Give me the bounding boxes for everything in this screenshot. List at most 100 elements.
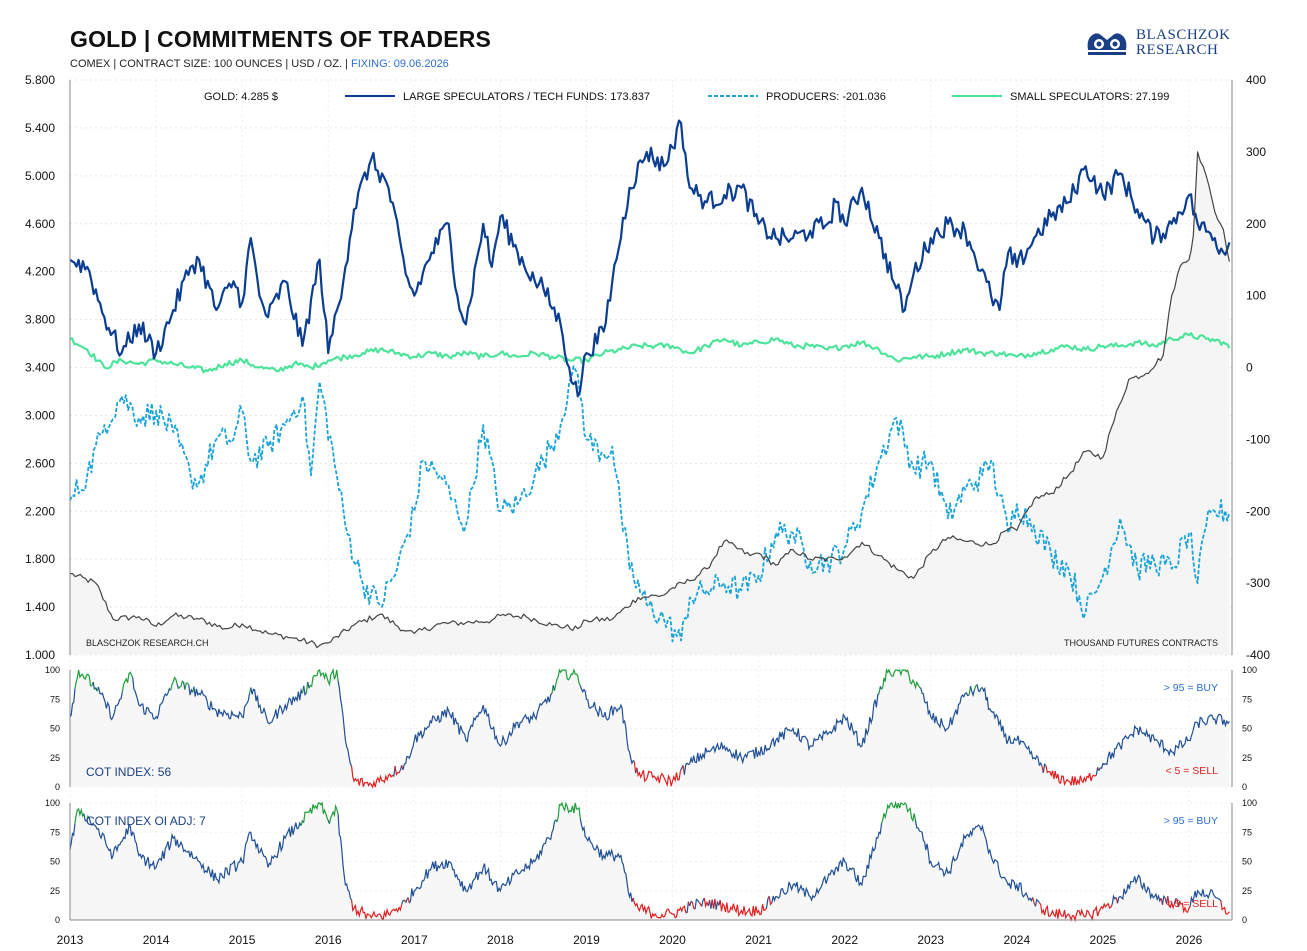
cot-index-oi-adj-line [1111,894,1117,905]
y-right-tick-label: -300 [1246,576,1270,590]
cot-index-line-buy-zone [553,667,581,691]
cot-index-oi-adj-line [1189,888,1222,907]
cot-index-oi-adj-line [579,818,634,902]
x-tick-label: 2019 [573,933,600,947]
cot-index-line-buy-zone [74,669,94,690]
cot-index-oi-adj-line-sell-zone [698,901,703,907]
cot-index-line-buy-zone [170,676,178,691]
cot-index-oi-adj-line-buy-zone [881,800,917,824]
cot-index-line [92,681,96,690]
units-annotation: THOUSAND FUTURES CONTRACTS [1064,638,1218,648]
cot-index-oi-adj-line [1034,898,1040,907]
y-right-tick-label: 200 [1246,217,1266,231]
cot-area [70,670,1230,787]
cot-y-tick-label: 25 [50,886,60,896]
cot-index-oi-adj-line [337,813,353,901]
producers-line [69,365,1231,643]
x-tick-label: 2024 [1003,933,1030,947]
source-annotation: BLASCHZOK RESEARCH.CH [86,638,209,648]
cot-index-label: COT INDEX OI ADJ: 7 [86,814,206,828]
y-right-tick-label: 0 [1246,361,1253,375]
cot-index-line [193,686,251,720]
buy-threshold-label: > 95 = BUY [1164,815,1218,827]
y-left-tick-label: 1.800 [25,552,55,566]
cot-y-tick-label: 75 [50,827,60,837]
fixing-date: FIXING: 09.06.2026 [350,58,449,70]
legend-item: PRODUCERS: -201.036 [708,91,886,103]
axes: 5.800 5.400 5.000 4.600 4.200 3.800 3.400 3.000… [25,73,1270,947]
cot-y-tick-label-right: 0 [1242,915,1247,925]
chart-title: GOLD | COMMITMENTS OF TRADERS [70,26,492,52]
gold-line [69,151,1230,649]
cot-index-line [176,684,180,689]
y-left-tick-label: 1.400 [25,600,55,614]
cot-index-line-buy-zone [878,686,881,694]
cot-y-tick-label: 0 [55,915,60,925]
cot-y-tick-label: 75 [50,694,60,704]
legend-item: LARGE SPECULATORS / TECH FUNDS: 173.837 [345,91,650,103]
cot-index-oi-adj-line-sell-zone [703,897,709,909]
cot-y-tick-label-right: 75 [1242,694,1252,704]
cot-area [70,803,1230,920]
cot-index-oi-adj-line [686,901,689,913]
cot-y-tick-label-right: 50 [1242,724,1252,734]
x-tick-label: 2021 [745,933,772,947]
cot-y-tick-label-right: 50 [1242,857,1252,867]
brand-logo: BLASCHZOK RESEARCH [1084,26,1244,62]
cot-index-line [307,681,310,689]
cot-index-oi-adj-line-sell-zone [719,899,767,918]
cot-index-oi-adj-line [408,821,556,904]
x-tick-label: 2018 [487,933,514,947]
cot-index-line [250,687,303,725]
y-right-tick-label: -400 [1246,648,1270,662]
cot-y-tick-label: 0 [55,782,60,792]
cot-index-line [579,685,635,765]
cot-index-oi-adj-line-sell-zone [632,897,688,919]
gold-area [70,151,1230,655]
cot-index-oi-adj-line-sell-zone [1167,896,1175,910]
x-tick-label: 2020 [659,933,686,947]
cot-index-line-buy-zone [121,671,134,693]
cot-y-tick-label: 50 [50,724,60,734]
y-left-tick-label: 4.200 [25,265,55,279]
x-tick-label: 2022 [831,933,858,947]
buy-threshold-label: > 95 = BUY [1164,682,1218,694]
y-left-tick-label: 5.000 [25,169,55,183]
cot-index-line-sell-zone [636,767,682,787]
cot-index-oi-adj-line [689,900,693,907]
x-tick-label: 2026 [1176,933,1203,947]
cot-index-line-sell-zone [1045,765,1097,787]
y-left-tick-label: 1.000 [25,648,55,662]
logo-wordmark: BLASCHZOK RESEARCH [1136,28,1231,58]
logo-line-1: BLASCHZOK [1136,27,1231,43]
cot-index-oi-adj-line-buy-zone [74,807,85,824]
y-right-tick-label: 400 [1246,73,1266,87]
cot-y-tick-label-right: 25 [1242,886,1252,896]
cot-index-line [1095,767,1099,776]
x-tick-label: 2017 [401,933,428,947]
cot-index-line [976,684,982,693]
cot-y-tick-label: 25 [50,753,60,763]
sell-threshold-label: < 5 = SELL [1165,765,1218,777]
cot-index-line [188,684,194,696]
x-tick-label: 2013 [57,933,84,947]
cot-index-line-sell-zone [394,766,401,776]
legend-item: SMALL SPECULATORS: 27.199 [952,91,1169,103]
legend-item: GOLD: 4.285 $ [170,91,278,103]
legend: GOLD: 4.285 $ LARGE SPECULATORS / TECH FU… [170,91,1169,103]
main-panel: BLASCHZOK RESEARCH.CH THOUSAND FUTURES CO… [69,119,1231,655]
cot-index-line [969,685,975,698]
y-right-tick-label: 300 [1246,145,1266,159]
y-left-tick-label: 2.200 [25,504,55,518]
cot-index-line-sell-zone [633,761,637,774]
cot-index-oi-adj-line-buy-zone [86,814,90,822]
cot-index-line [919,686,970,733]
cot-index-line [402,692,553,771]
cot-y-tick-label-right: 0 [1242,782,1247,792]
cot-index-line [303,685,307,697]
cot-index-line-buy-zone [178,680,184,690]
cot-y-tick-label-right: 100 [1242,665,1257,675]
x-tick-label: 2015 [229,933,256,947]
cot-y-tick-label-right: 100 [1242,798,1257,808]
